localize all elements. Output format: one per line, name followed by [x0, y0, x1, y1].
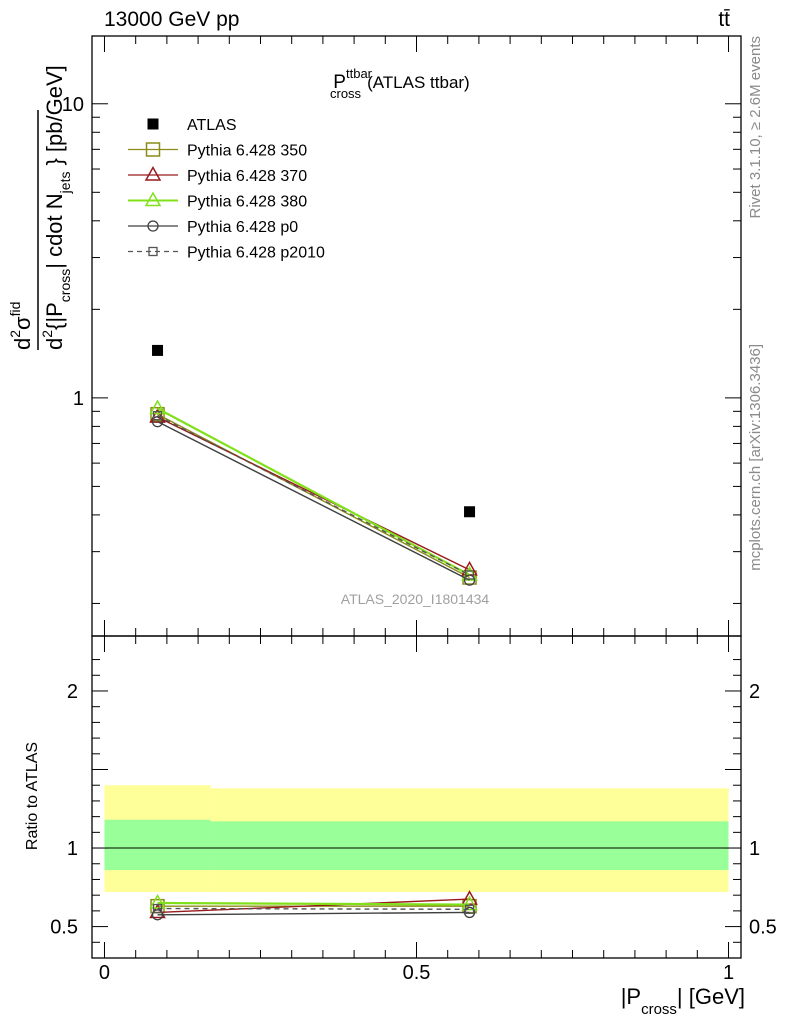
legend-marker: [144, 165, 162, 181]
legend-label: Pythia 6.428 350: [187, 143, 307, 160]
x-tick-label: 0.5: [403, 962, 431, 984]
ratio-tick-label-right: 0.5: [749, 917, 777, 939]
ratio-y-label: Ratio to ATLAS: [24, 742, 41, 850]
ratio-series-pythia-6-428-380: [149, 893, 478, 911]
x-tick-label: 0: [99, 962, 110, 984]
series-pythia-6-428-p2010: [152, 411, 475, 580]
data-point: [149, 399, 166, 415]
legend-entry-pythia-6-428-370: Pythia 6.428 370: [128, 165, 307, 185]
title-sup: ttbar: [346, 66, 373, 81]
ratio-point: [461, 895, 478, 911]
ratio-point: [152, 903, 163, 914]
header-energy: 13000 GeV pp: [104, 8, 239, 31]
series-pythia-6-428-380: [149, 399, 478, 581]
ratio-tick-label-left: 0.5: [50, 917, 78, 939]
series-line: [157, 415, 470, 576]
data-point: [152, 344, 164, 356]
header-process: tt̄: [718, 8, 730, 31]
ratio-point: [149, 893, 166, 909]
legend-marker: [147, 220, 159, 232]
series-line: [157, 416, 470, 571]
legend-entry-pythia-6-428-350: Pythia 6.428 350: [128, 142, 307, 160]
y-tick-label: 10: [62, 94, 84, 116]
ratio-band-inner: [104, 819, 211, 871]
series-line: [157, 421, 470, 581]
watermark-mcplots: mcplots.cern.ch [arXiv:1306.3436]: [747, 344, 764, 571]
title-main: P: [333, 72, 346, 93]
data-point: [464, 506, 476, 518]
legend-marker: [147, 118, 159, 130]
title-sub: cross: [330, 86, 362, 101]
ratio-line: [157, 898, 470, 914]
x-tick-label: 1: [723, 962, 734, 984]
svg-text:d2σfid: d2σfid: [7, 302, 35, 350]
legend-marker: [144, 191, 162, 207]
title-suffix: (ATLAS ttbar): [367, 73, 470, 92]
y-axis-label: d2σfid d2{|Pcross| cdot Njets} [pb/GeV]: [7, 65, 73, 350]
legend-entry-pythia-6-428-p0: Pythia 6.428 p0: [128, 219, 298, 236]
analysis-id: ATLAS_2020_I1801434: [341, 591, 490, 607]
legend-label: Pythia 6.428 p0: [187, 219, 298, 236]
ratio-tick-label-right: 2: [749, 681, 760, 703]
legend-label: Pythia 6.428 370: [187, 168, 307, 185]
watermark-rivet: Rivet 3.1.10, ≥ 2.6M events: [747, 36, 764, 219]
chart-title: Pttbar cross (ATLAS ttbar): [330, 66, 470, 101]
ratio-series-pythia-6-428-p2010: [152, 903, 475, 914]
legend-label: Pythia 6.428 p2010: [187, 245, 325, 262]
legend-entry-pythia-6-428-p2010: Pythia 6.428 p2010: [128, 245, 325, 262]
ratio-tick-label-left: 1: [67, 838, 78, 860]
data-point: [463, 574, 476, 586]
legend-label: ATLAS: [187, 117, 237, 134]
series-pythia-6-428-p0: [151, 416, 476, 586]
ratio-line: [157, 911, 470, 916]
svg-text:d2{|Pcross| cdot Njets} [pb/Ge: d2{|Pcross| cdot Njets} [pb/GeV]: [39, 65, 73, 350]
data-point: [152, 411, 163, 421]
ratio-point: [464, 904, 475, 914]
series-line: [157, 407, 471, 576]
ratio-tick-label-right: 1: [749, 838, 760, 860]
legend-marker: [148, 246, 158, 257]
ratio-point: [463, 906, 476, 919]
ratio-tick-label-left: 2: [67, 681, 78, 703]
ratio-band-inner: [210, 821, 729, 871]
data-point: [151, 416, 164, 428]
ratio-line: [157, 901, 470, 906]
legend-entry-atlas: ATLAS: [147, 117, 237, 134]
data-point: [464, 570, 475, 580]
ratio-series-pythia-6-428-p0: [151, 906, 476, 921]
x-axis-label: |Pcross| [GeV]: [621, 984, 745, 1018]
ratio-point: [151, 909, 164, 921]
legend-label: Pythia 6.428 380: [187, 194, 307, 211]
legend-marker: [145, 142, 161, 157]
ratio-line: [157, 907, 470, 911]
series-atlas: [152, 344, 476, 518]
y-tick-label: 1: [73, 388, 84, 410]
legend-entry-pythia-6-428-380: Pythia 6.428 380: [128, 191, 307, 211]
